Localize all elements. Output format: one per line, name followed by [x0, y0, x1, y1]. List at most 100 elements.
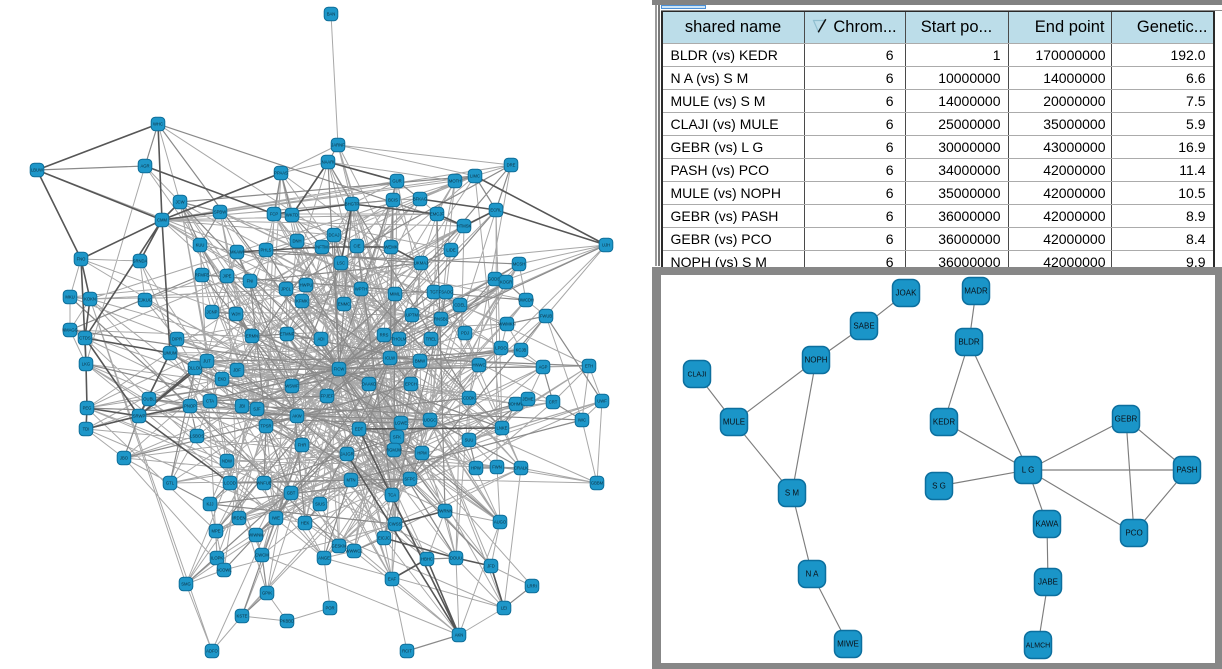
svg-text:AGR: AGR [140, 164, 149, 169]
svg-text:ADI: ADI [318, 337, 325, 342]
svg-text:KOKN: KOKN [84, 297, 96, 302]
svg-text:BHGTP: BHGTP [345, 202, 360, 207]
svg-text:GBT: GBT [287, 491, 296, 496]
svg-text:KCJB: KCJB [516, 348, 527, 353]
svg-text:GBBM: GBBM [591, 481, 604, 486]
svg-text:IRDEN: IRDEN [232, 516, 245, 521]
svg-text:UMUM: UMUM [163, 351, 177, 356]
svg-text:JPCL: JPCL [281, 287, 292, 292]
svg-text:OUBL: OUBL [143, 397, 155, 402]
svg-text:CTA: CTA [206, 399, 214, 404]
svg-text:FPJEF: FPJEF [321, 394, 334, 399]
svg-text:LBUW: LBUW [31, 168, 43, 173]
svg-text:SRWP: SRWP [133, 414, 146, 419]
svg-text:GESKM: GESKM [331, 544, 347, 549]
svg-text:LRRI: LRRI [527, 584, 537, 589]
svg-text:IWE: IWE [272, 516, 280, 521]
svg-text:UJH: UJH [602, 243, 610, 248]
svg-text:GTL: GTL [166, 481, 175, 486]
svg-text:SJF: SJF [253, 407, 261, 412]
svg-text:IWC: IWC [578, 418, 586, 423]
svg-text:EKD: EKD [218, 377, 227, 382]
svg-text:NOPH: NOPH [804, 356, 827, 365]
svg-text:GUR: GUR [392, 179, 401, 184]
svg-text:WNFUE: WNFUE [256, 481, 272, 486]
svg-text:RNSBL: RNSBL [434, 317, 449, 322]
svg-text:GPIK: GPIK [262, 591, 272, 596]
svg-text:LSC: LSC [337, 261, 345, 266]
svg-text:TCA: TCA [388, 493, 397, 498]
svg-text:ACOWL: ACOWL [216, 568, 232, 573]
svg-text:PKBBD: PKBBD [280, 619, 294, 624]
svg-text:LGWE: LGWE [395, 421, 408, 426]
svg-text:MIWE: MIWE [837, 640, 859, 649]
svg-text:EDT: EDT [355, 427, 364, 432]
svg-text:LPDO: LPDO [495, 346, 507, 351]
svg-text:EICJC: EICJC [378, 536, 390, 541]
svg-text:WJH: WJH [231, 312, 240, 317]
svg-text:MTN: MTN [346, 478, 355, 483]
svg-text:DRE: DRE [507, 163, 516, 168]
svg-text:DCAJ: DCAJ [329, 233, 340, 238]
svg-text:JCNP: JCNP [207, 310, 218, 315]
svg-text:NMAGG: NMAGG [62, 328, 78, 333]
svg-text:MADR: MADR [964, 287, 988, 296]
svg-text:JEME: JEME [522, 397, 533, 402]
svg-text:GEBR: GEBR [1115, 415, 1138, 424]
svg-text:BAN: BAN [327, 12, 336, 17]
svg-text:WPTH: WPTH [355, 287, 367, 292]
svg-text:NDW: NDW [222, 459, 232, 464]
svg-text:WHC: WHC [153, 122, 163, 127]
svg-text:WIWNM: WIWNM [248, 533, 264, 538]
svg-text:BFKAG: BFKAG [413, 197, 427, 202]
svg-text:PEG: PEG [83, 406, 92, 411]
svg-text:SFPC: SFPC [404, 477, 415, 482]
svg-text:MKU: MKU [65, 295, 74, 300]
svg-text:PPAAS: PPAAS [274, 171, 288, 176]
svg-text:BCIS: BCIS [388, 198, 398, 203]
svg-text:LKG: LKG [82, 362, 90, 367]
svg-text:THOLM: THOLM [392, 337, 407, 342]
svg-text:SPBW: SPBW [214, 210, 226, 215]
svg-text:HNWC: HNWC [472, 363, 485, 368]
svg-text:JBI: JBI [239, 404, 245, 409]
svg-text:DOUU: DOUU [450, 556, 462, 561]
svg-text:FWN: FWN [492, 465, 502, 470]
svg-text:GODEJ: GODEJ [488, 277, 502, 282]
svg-text:LEI: LEI [501, 606, 507, 611]
svg-text:NAARI: NAARI [322, 160, 335, 165]
svg-text:HEK: HEK [301, 521, 310, 526]
svg-text:EPCH: EPCH [405, 382, 417, 387]
svg-text:SABE: SABE [853, 322, 874, 331]
svg-text:CTDS: CTDS [79, 336, 91, 341]
svg-text:MOTH: MOTH [449, 179, 461, 184]
svg-text:CWSS: CWSS [389, 522, 402, 527]
svg-text:LCOD: LCOD [224, 481, 236, 486]
svg-text:LIDE: LIDE [446, 248, 456, 253]
svg-text:WEMK: WEMK [384, 245, 397, 250]
svg-text:KFMK: KFMK [296, 299, 308, 304]
svg-text:PDJ: PDJ [461, 331, 469, 336]
svg-text:LSBOS: LSBOS [190, 434, 204, 439]
svg-text:RCIT: RCIT [402, 649, 412, 654]
svg-text:JOAK: JOAK [896, 289, 918, 298]
svg-text:CDDK: CDDK [463, 396, 475, 401]
svg-text:ERMN: ERMN [246, 334, 258, 339]
svg-text:HWPU: HWPU [300, 283, 313, 288]
svg-text:JABE: JABE [1038, 578, 1058, 587]
svg-text:LNKE: LNKE [497, 426, 508, 431]
svg-text:FNO: FNO [77, 257, 87, 262]
svg-text:CMM: CMM [157, 218, 168, 223]
svg-text:MULE: MULE [723, 418, 745, 427]
svg-text:WWWCJ: WWWCJ [346, 549, 363, 554]
svg-text:HBHC: HBHC [421, 557, 433, 562]
svg-text:S M: S M [785, 489, 800, 498]
svg-text:FHR: FHR [298, 443, 307, 448]
svg-text:UOGC: UOGC [424, 418, 437, 423]
svg-text:SRNDA: SRNDA [133, 259, 148, 264]
svg-text:RFMFE: RFMFE [195, 273, 210, 278]
svg-text:RRS: RRS [380, 333, 389, 338]
svg-text:SFK: SFK [393, 435, 401, 440]
svg-text:NOHMW: NOHMW [508, 402, 525, 407]
svg-text:CRT: CRT [549, 400, 558, 405]
